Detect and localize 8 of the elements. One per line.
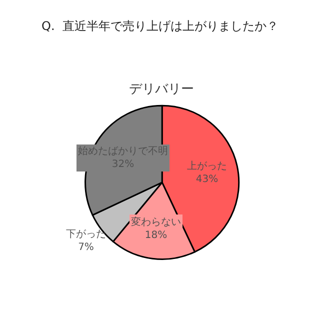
slice-label: 上がった xyxy=(187,160,227,172)
data-label: 43% xyxy=(196,174,218,185)
slice-label: 下がった xyxy=(66,229,106,240)
data-label: 18% xyxy=(144,230,168,241)
data-label: 7% xyxy=(78,242,94,253)
slice-label: 変わらない xyxy=(131,216,181,228)
chart-subtitle: デリバリー xyxy=(129,82,194,97)
chart-title: Q. 直近半年で売り上げは上がりましたか？ xyxy=(42,18,278,33)
